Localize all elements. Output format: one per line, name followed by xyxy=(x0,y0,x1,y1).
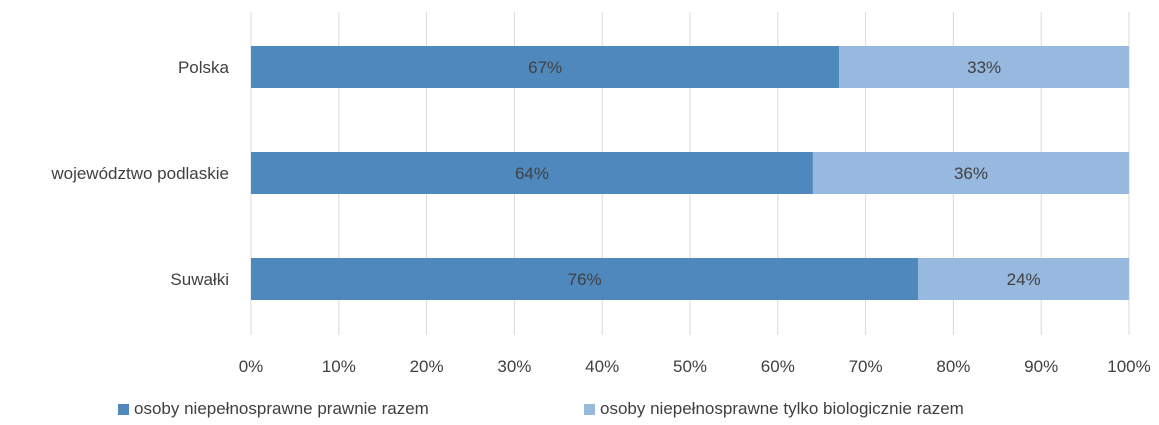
bar-segment xyxy=(918,258,1129,300)
legend-swatch-legal xyxy=(118,403,129,415)
x-tick-labels: 0% 10% 20% 30% 40% 50% 60% 70% 80% 90% 100% xyxy=(239,357,1151,376)
x-tick-label: 70% xyxy=(849,357,883,376)
data-label: 36% xyxy=(954,164,988,183)
bar-segment xyxy=(251,258,919,300)
legend-item-biological: osoby niepełnosprawne tylko biologicznie… xyxy=(584,399,964,419)
category-label: Polska xyxy=(178,58,230,77)
x-tick-label: 20% xyxy=(410,357,444,376)
x-tick-label: 90% xyxy=(1024,357,1058,376)
legend-label-legal: osoby niepełnosprawne prawnie razem xyxy=(134,399,429,418)
x-tick-label: 40% xyxy=(585,357,619,376)
x-tick-label: 80% xyxy=(936,357,970,376)
data-label: 76% xyxy=(568,270,602,289)
bar-segment xyxy=(839,46,1129,88)
x-tick-label: 0% xyxy=(239,357,264,376)
data-label: 67% xyxy=(528,58,562,77)
category-label: województwo podlaskie xyxy=(50,164,229,183)
x-tick-label: 100% xyxy=(1107,357,1150,376)
x-tick-label: 10% xyxy=(322,357,356,376)
x-tick-label: 30% xyxy=(497,357,531,376)
x-tick-label: 50% xyxy=(673,357,707,376)
bar-segment xyxy=(251,152,813,194)
bar-segment xyxy=(251,46,840,88)
data-label: 24% xyxy=(1007,270,1041,289)
data-label: 64% xyxy=(515,164,549,183)
category-labels: Polska województwo podlaskie Suwałki xyxy=(50,58,229,289)
category-label: Suwałki xyxy=(170,270,229,289)
legend-swatch-biological xyxy=(584,403,595,415)
legend: osoby niepełnosprawne prawnie razem osob… xyxy=(0,395,1159,425)
legend-item-legal: osoby niepełnosprawne prawnie razem xyxy=(118,399,429,419)
bars: 67% 33% 64% 36% 76% 24% xyxy=(251,46,1129,300)
bar-segment xyxy=(812,152,1129,194)
data-label: 33% xyxy=(967,58,1001,77)
legend-label-biological: osoby niepełnosprawne tylko biologicznie… xyxy=(600,399,964,418)
x-tick-label: 60% xyxy=(761,357,795,376)
stacked-bar-chart: 67% 33% 64% 36% 76% 24% Polska województwo pod… xyxy=(50,12,1151,376)
